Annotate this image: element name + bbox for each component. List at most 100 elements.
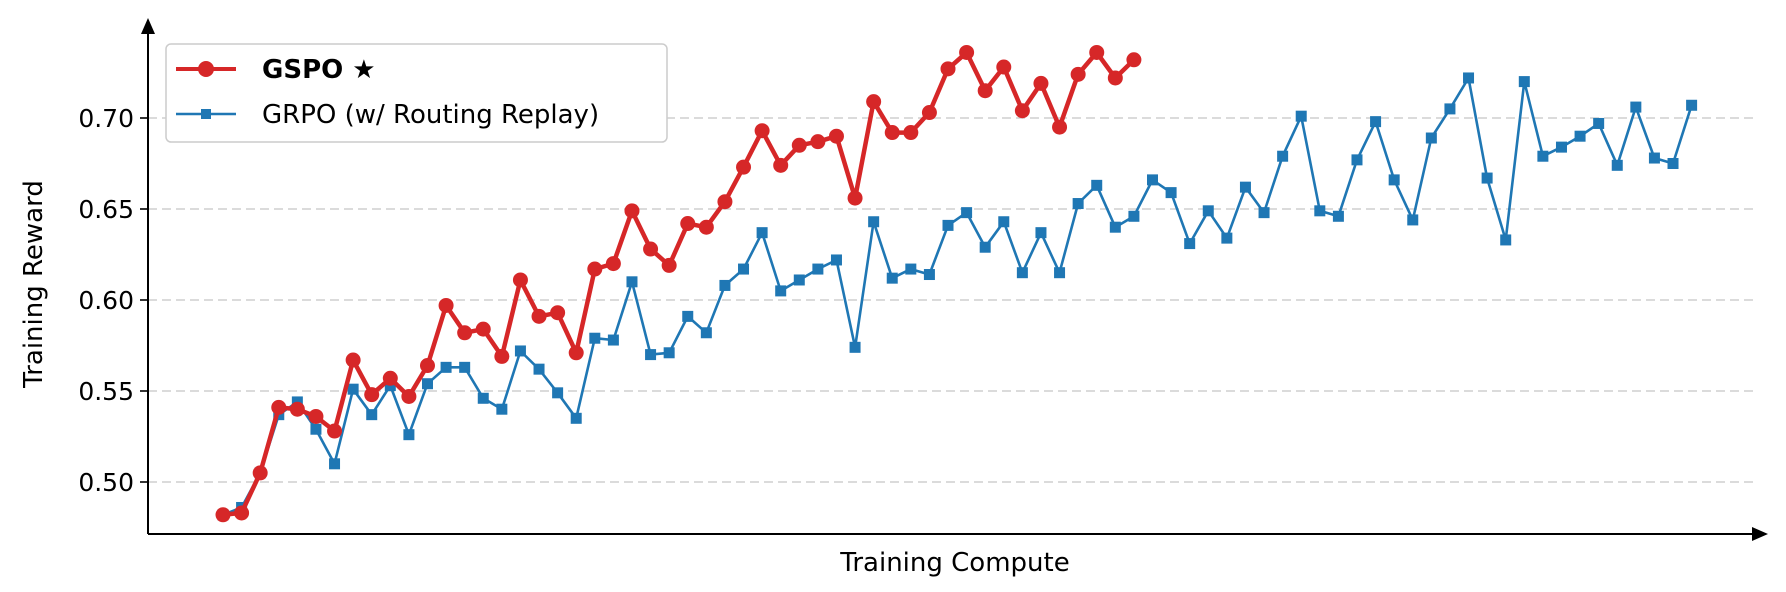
- grpo-point: [868, 216, 880, 228]
- grpo-point: [1332, 210, 1344, 222]
- gspo-point: [828, 128, 844, 144]
- y-tick-label: 0.65: [78, 195, 134, 224]
- y-tick-label: 0.70: [78, 104, 134, 133]
- series-gspo: [215, 44, 1142, 523]
- grpo-point: [1537, 150, 1549, 162]
- grpo-point: [1686, 99, 1698, 111]
- gspo-point: [234, 505, 250, 521]
- grpo-line: [222, 76, 1693, 517]
- gspo-point: [457, 325, 473, 341]
- gspo-point: [1107, 70, 1123, 86]
- gspo-point: [401, 388, 417, 404]
- gspo-point: [1070, 66, 1086, 82]
- grpo-point: [459, 361, 471, 373]
- grpo-point: [533, 363, 545, 375]
- gspo-point: [661, 257, 677, 273]
- grpo-point: [1667, 158, 1679, 169]
- grpo-point: [998, 216, 1010, 228]
- gspo-point: [1052, 119, 1068, 135]
- grpo-point: [1555, 141, 1567, 153]
- gspo-point: [1126, 52, 1142, 68]
- y-tick-label: 0.60: [78, 286, 134, 315]
- grpo-point: [347, 383, 359, 395]
- series-grpo: [217, 72, 1698, 521]
- grpo-point: [738, 263, 750, 275]
- grpo-point: [1314, 205, 1326, 217]
- grpo-point: [1630, 101, 1642, 113]
- grpo-point: [1518, 76, 1530, 88]
- gspo-point: [419, 358, 435, 374]
- gspo-point: [977, 83, 993, 99]
- grpo-point: [1463, 72, 1475, 84]
- grpo-point: [1593, 117, 1605, 129]
- grpo-point: [1388, 174, 1400, 186]
- grpo-point: [942, 219, 954, 231]
- y-tick-label: 0.50: [78, 468, 134, 497]
- grpo-point: [514, 345, 526, 357]
- grpo-point: [1611, 159, 1623, 171]
- grpo-point: [1351, 154, 1363, 166]
- gspo-point: [438, 297, 454, 313]
- gspo-point: [866, 94, 882, 110]
- gspo-point: [921, 105, 937, 121]
- gspo-point: [736, 159, 752, 175]
- grpo-point: [1500, 234, 1512, 246]
- grpo-point: [366, 409, 378, 421]
- gspo-point: [605, 256, 621, 272]
- grpo-point: [812, 263, 824, 275]
- grpo-point: [1035, 227, 1047, 239]
- x-axis-label: Training Compute: [839, 548, 1069, 578]
- grpo-point: [663, 347, 675, 359]
- grpo-point: [607, 334, 619, 346]
- grpo-point: [923, 269, 935, 281]
- grpo-point: [329, 458, 341, 470]
- grpo-point: [1128, 210, 1140, 222]
- gspo-point: [643, 241, 659, 257]
- gspo-point: [550, 305, 566, 321]
- grpo-point: [1072, 198, 1084, 210]
- axes: [141, 18, 1768, 541]
- series-layer: [215, 44, 1698, 523]
- gspo-point: [512, 272, 528, 288]
- grpo-point: [552, 387, 564, 399]
- gspo-point: [810, 134, 826, 150]
- legend-grpo-label: GRPO (w/ Routing Replay): [262, 100, 599, 130]
- grpo-point: [477, 392, 489, 404]
- grpo-point: [570, 412, 582, 424]
- legend-gspo-label: GSPO ★: [262, 55, 376, 85]
- grpo-point: [645, 349, 657, 361]
- gspo-point: [698, 219, 714, 235]
- gspo-point: [940, 61, 956, 77]
- gspo-point: [996, 59, 1012, 75]
- grpo-point: [886, 272, 898, 284]
- grpo-point: [403, 429, 415, 441]
- gspo-point: [791, 137, 807, 153]
- grpo-point: [1147, 174, 1158, 186]
- grpo-point: [1407, 214, 1419, 226]
- legend-gspo-marker: [198, 61, 214, 77]
- grpo-point: [700, 327, 712, 339]
- gspo-point: [884, 125, 900, 141]
- grpo-point: [1091, 179, 1103, 191]
- y-axis-label: Training Reward: [19, 180, 49, 389]
- gspo-point: [568, 345, 584, 361]
- grpo-point: [1481, 172, 1493, 184]
- y-tick-label: 0.55: [78, 377, 134, 406]
- grpo-point: [440, 361, 452, 373]
- grpo-point: [793, 274, 805, 286]
- legend: GSPO ★ GRPO (w/ Routing Replay): [165, 43, 668, 143]
- grpo-point: [719, 279, 731, 291]
- grpo-point: [1221, 232, 1233, 244]
- grpo-point: [1295, 110, 1307, 122]
- gspo-point: [215, 507, 231, 523]
- grpo-point: [421, 378, 433, 390]
- grpo-point: [961, 207, 973, 219]
- gspo-point: [903, 125, 919, 141]
- gspo-point: [1033, 75, 1049, 91]
- x-axis-arrow: [1752, 527, 1768, 541]
- gspo-point: [345, 352, 361, 368]
- grpo-point: [1165, 187, 1177, 199]
- gspo-point: [289, 401, 305, 417]
- grpo-point: [626, 276, 638, 288]
